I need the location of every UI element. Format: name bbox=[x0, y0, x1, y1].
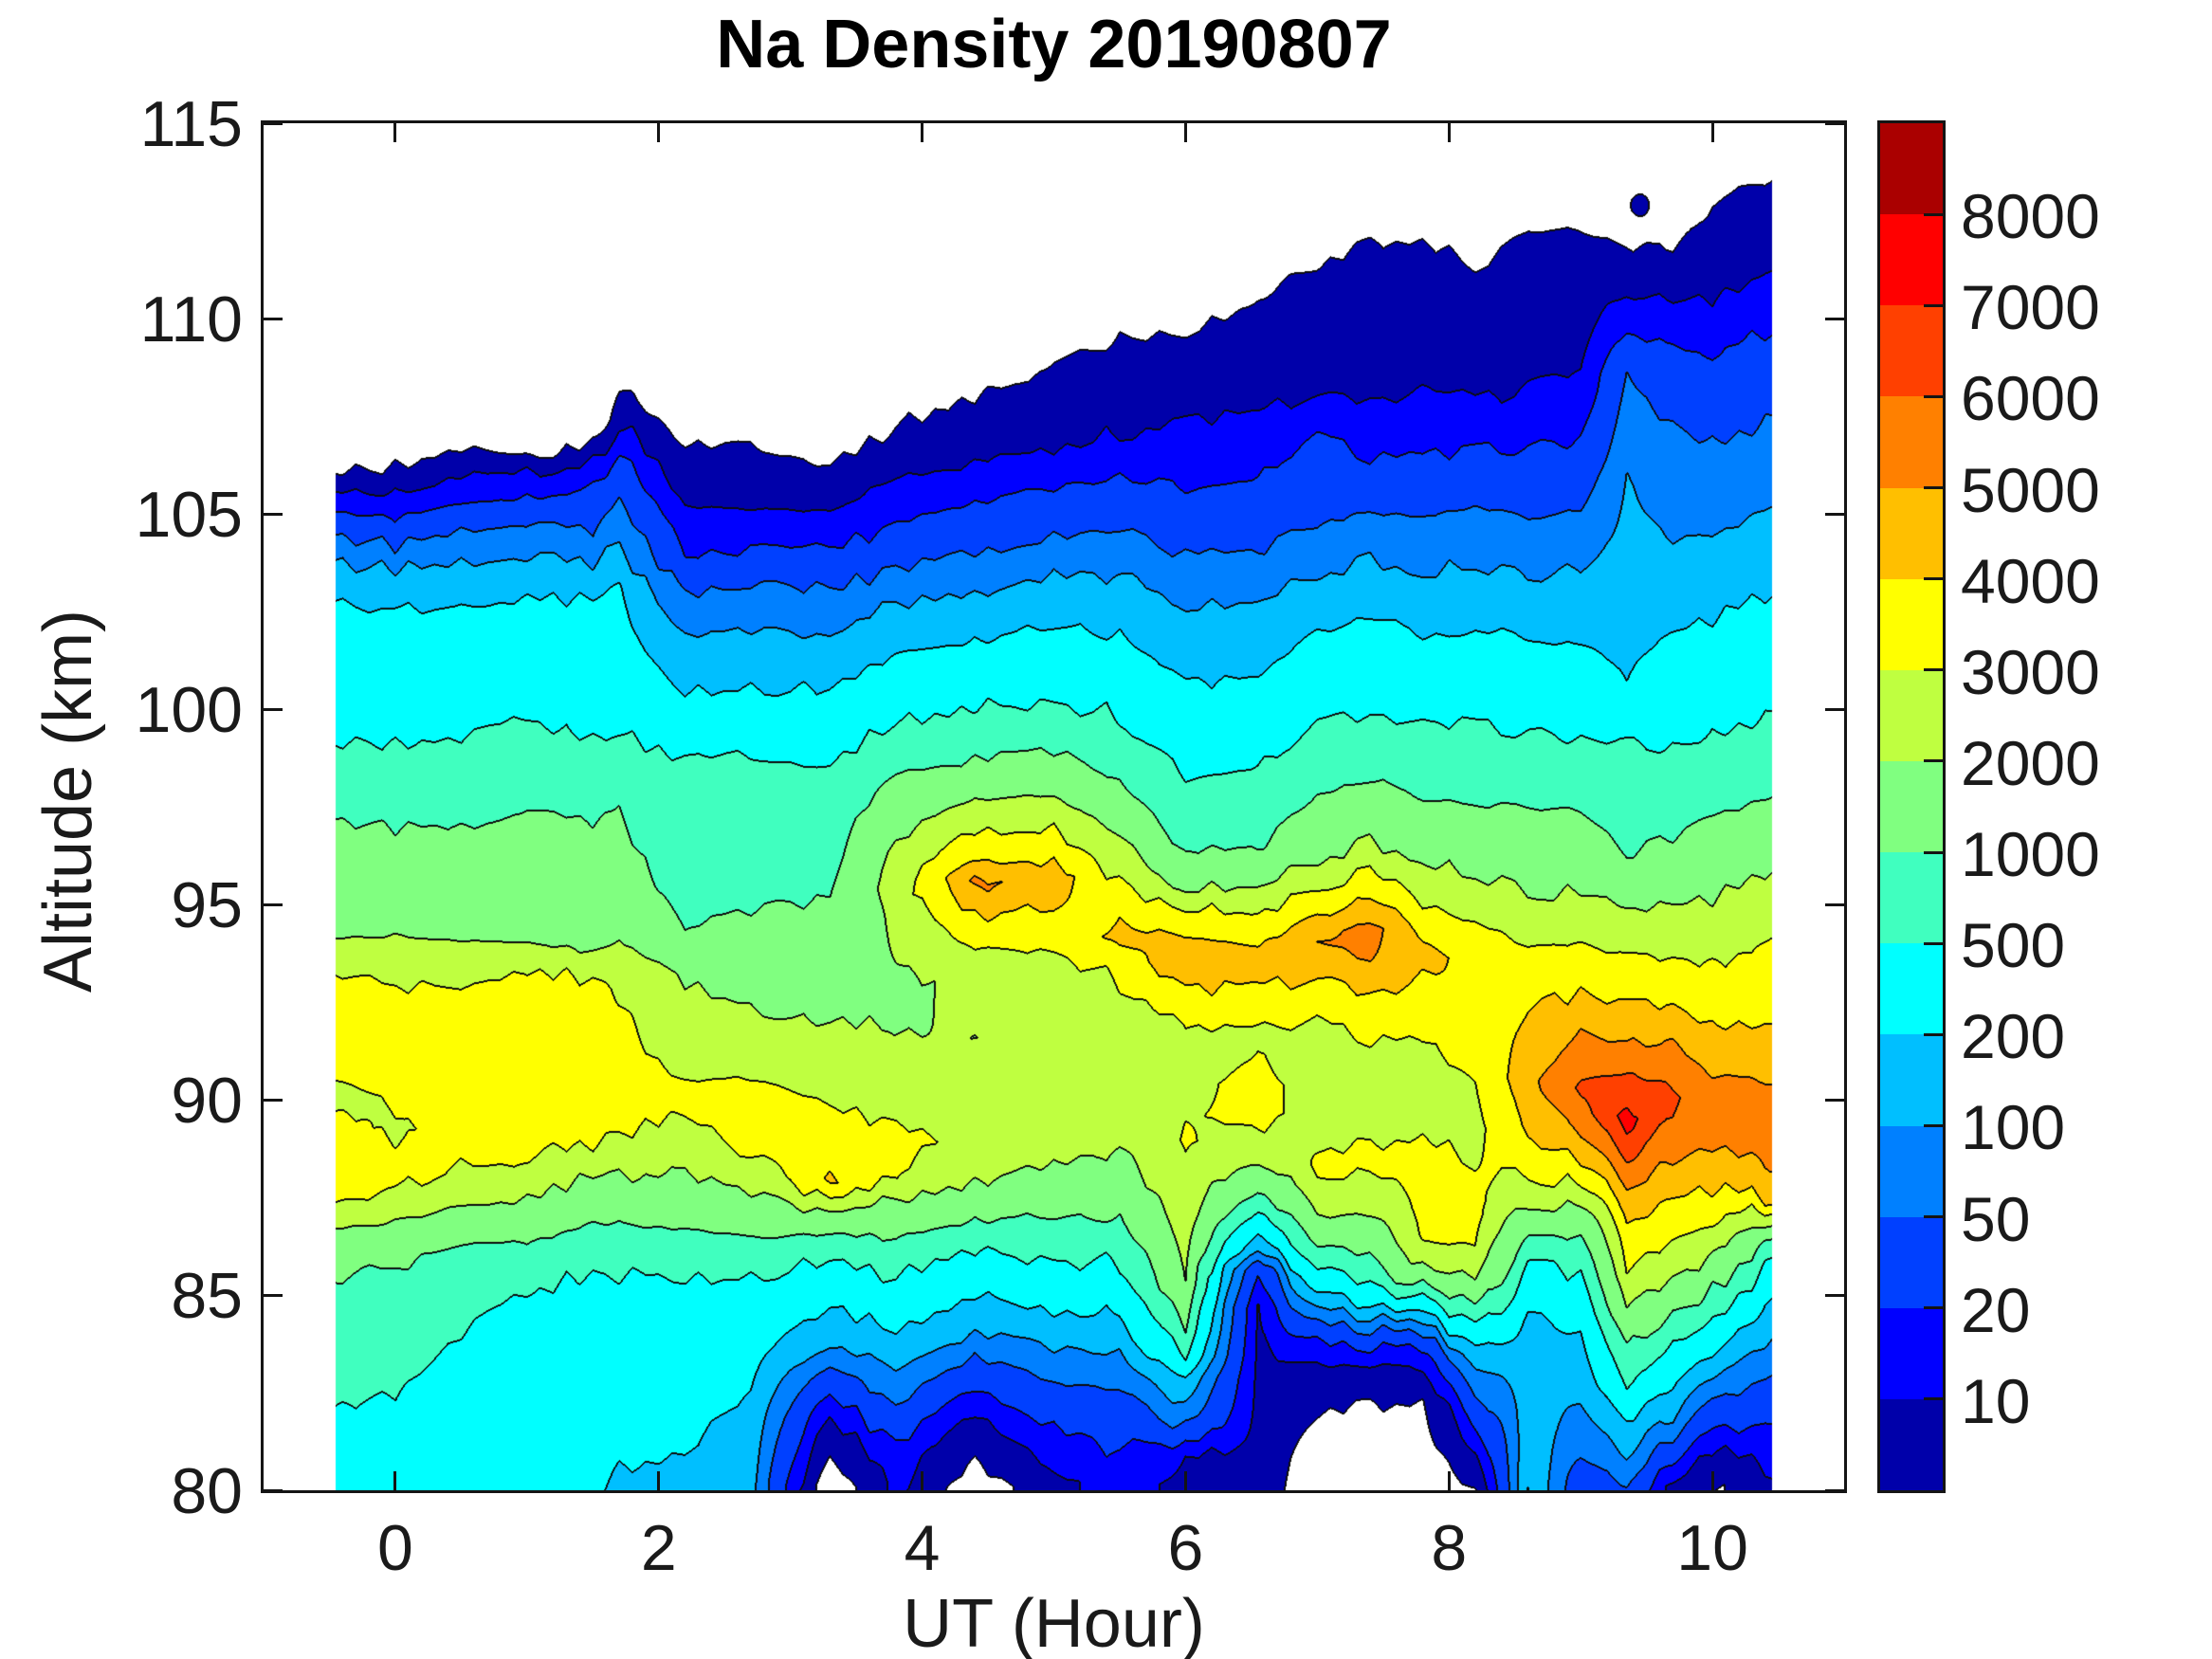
x-tick-label: 6 bbox=[1167, 1512, 1204, 1584]
y-tick-label: 115 bbox=[139, 88, 243, 160]
y-tick-label: 95 bbox=[171, 869, 243, 941]
axis-tick bbox=[1825, 1293, 1844, 1297]
contour-plot-canvas bbox=[264, 123, 1844, 1490]
colorbar-label: 50 bbox=[1961, 1183, 2031, 1254]
axis-tick bbox=[1710, 123, 1714, 142]
axis-tick bbox=[264, 121, 283, 125]
axis-tick bbox=[1825, 121, 1844, 125]
y-tick-label: 85 bbox=[171, 1260, 243, 1332]
colorbar-tick bbox=[1924, 212, 1943, 216]
colorbar-segment bbox=[1880, 214, 1943, 306]
colorbar-segment bbox=[1880, 760, 1943, 853]
axis-tick bbox=[657, 123, 661, 142]
x-tick-label: 2 bbox=[640, 1512, 677, 1584]
colorbar-tick bbox=[1924, 1306, 1943, 1310]
colorbar-tick bbox=[1924, 1032, 1943, 1036]
axis-tick bbox=[657, 1471, 661, 1490]
colorbar-segment bbox=[1880, 123, 1943, 215]
colorbar-tick bbox=[1924, 759, 1943, 763]
colorbar-segment bbox=[1880, 1307, 1943, 1399]
axis-tick bbox=[1825, 512, 1844, 516]
x-tick-label: 10 bbox=[1676, 1512, 1748, 1584]
colorbar-label: 4000 bbox=[1961, 545, 2100, 616]
colorbar-segment bbox=[1880, 1216, 1943, 1308]
colorbar-tick bbox=[1924, 1215, 1943, 1219]
colorbar-label: 20 bbox=[1961, 1274, 2031, 1345]
axis-tick bbox=[1447, 1471, 1451, 1490]
axis-tick bbox=[1825, 1488, 1844, 1492]
colorbar-label: 6000 bbox=[1961, 363, 2100, 434]
colorbar-segment bbox=[1880, 396, 1943, 488]
colorbar-segment bbox=[1880, 578, 1943, 670]
colorbar-label: 5000 bbox=[1961, 454, 2100, 525]
colorbar-tick bbox=[1924, 941, 1943, 945]
colorbar-label: 8000 bbox=[1961, 181, 2100, 252]
colorbar-tick bbox=[1924, 1123, 1943, 1127]
axis-tick bbox=[264, 512, 283, 516]
axis-tick bbox=[264, 1098, 283, 1102]
colorbar-segment bbox=[1880, 943, 1943, 1035]
colorbar-tick bbox=[1924, 577, 1943, 581]
axis-tick bbox=[1825, 317, 1844, 320]
colorbar-segment bbox=[1880, 305, 1943, 397]
x-axis-label: UT (Hour) bbox=[903, 1586, 1205, 1659]
y-tick-label: 90 bbox=[171, 1065, 243, 1137]
x-tick-label: 0 bbox=[376, 1512, 413, 1584]
colorbar-tick bbox=[1924, 486, 1943, 490]
axis-tick bbox=[1710, 1471, 1714, 1490]
axis-tick bbox=[1825, 902, 1844, 906]
colorbar bbox=[1877, 120, 1946, 1493]
colorbar-segment bbox=[1880, 669, 1943, 761]
colorbar-segment bbox=[1880, 1034, 1943, 1126]
y-tick-label: 105 bbox=[135, 479, 243, 551]
y-tick-label: 100 bbox=[135, 674, 243, 746]
axis-tick bbox=[264, 707, 283, 711]
axis-tick bbox=[921, 123, 924, 142]
colorbar-label: 100 bbox=[1961, 1092, 2066, 1163]
colorbar-segment bbox=[1880, 1398, 1943, 1491]
colorbar-segment bbox=[1880, 487, 1943, 579]
colorbar-tick bbox=[1924, 303, 1943, 307]
colorbar-label: 3000 bbox=[1961, 636, 2100, 707]
colorbar-segment bbox=[1880, 852, 1943, 944]
x-tick-label: 4 bbox=[904, 1512, 941, 1584]
colorbar-tick bbox=[1924, 394, 1943, 398]
axis-tick bbox=[1825, 707, 1844, 711]
colorbar-label: 1000 bbox=[1961, 819, 2100, 890]
axis-tick bbox=[1183, 1471, 1187, 1490]
colorbar-label: 200 bbox=[1961, 1001, 2066, 1072]
colorbar-tick bbox=[1924, 668, 1943, 672]
axis-tick bbox=[1183, 123, 1187, 142]
y-axis-label: Altitude (km) bbox=[30, 609, 106, 994]
colorbar-tick bbox=[1924, 850, 1943, 854]
y-tick-label: 80 bbox=[171, 1455, 243, 1527]
axis-tick bbox=[264, 902, 283, 906]
axis-tick bbox=[393, 123, 397, 142]
colorbar-segment bbox=[1880, 1125, 1943, 1217]
axis-tick bbox=[264, 317, 283, 320]
colorbar-label: 7000 bbox=[1961, 272, 2100, 343]
axis-tick bbox=[264, 1488, 283, 1492]
x-tick-label: 8 bbox=[1431, 1512, 1468, 1584]
plot-area bbox=[261, 120, 1847, 1493]
colorbar-tick bbox=[1924, 1397, 1943, 1401]
y-tick-label: 110 bbox=[139, 283, 243, 356]
axis-tick bbox=[264, 1293, 283, 1297]
colorbar-label: 500 bbox=[1961, 910, 2066, 981]
axis-tick bbox=[1447, 123, 1451, 142]
axis-tick bbox=[393, 1471, 397, 1490]
colorbar-label: 2000 bbox=[1961, 727, 2100, 798]
chart-title: Na Density 20190807 bbox=[716, 7, 1392, 82]
axis-tick bbox=[921, 1471, 924, 1490]
colorbar-label: 10 bbox=[1961, 1365, 2031, 1436]
axis-tick bbox=[1825, 1098, 1844, 1102]
